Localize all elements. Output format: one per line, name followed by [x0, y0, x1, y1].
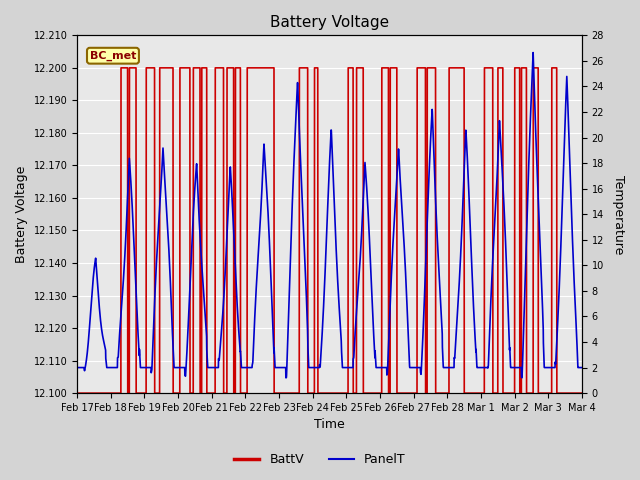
Legend: BattV, PanelT: BattV, PanelT [229, 448, 411, 471]
PanelT [74, 365, 81, 371]
PanelT [289, 188, 296, 193]
Text: BC_met: BC_met [90, 50, 136, 61]
Line: BattV: BattV [77, 68, 582, 393]
BattV [104, 390, 111, 396]
BattV [552, 65, 559, 71]
PanelT [131, 259, 138, 264]
PanelT [282, 375, 290, 381]
BattV [320, 390, 328, 396]
PanelT [267, 270, 275, 276]
BattV [172, 390, 180, 396]
Line: PanelT: PanelT [77, 52, 582, 378]
Y-axis label: Battery Voltage: Battery Voltage [15, 166, 28, 263]
BattV [76, 390, 83, 396]
BattV [74, 390, 81, 396]
PanelT [578, 365, 586, 371]
PanelT [529, 49, 537, 55]
Y-axis label: Temperature: Temperature [612, 175, 625, 254]
X-axis label: Time: Time [314, 419, 345, 432]
Title: Battery Voltage: Battery Voltage [270, 15, 389, 30]
PanelT [568, 233, 576, 239]
PanelT [161, 175, 168, 181]
PanelT [514, 365, 522, 371]
BattV [117, 65, 125, 71]
BattV [94, 390, 102, 396]
BattV [578, 390, 586, 396]
